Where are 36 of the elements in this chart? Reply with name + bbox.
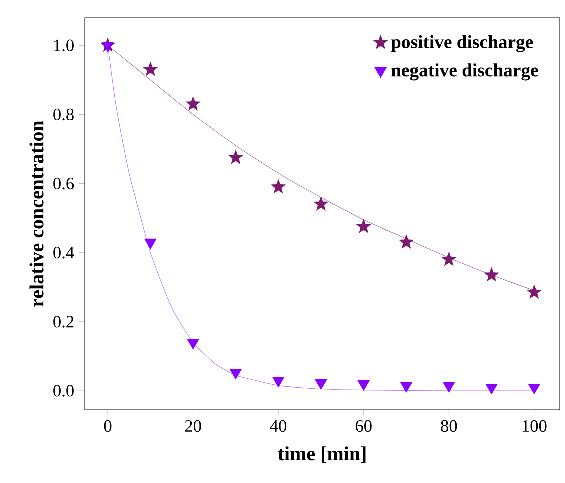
- y-axis-title: relative concentration: [30, 120, 44, 307]
- point: [526, 284, 542, 300]
- legend-label: positive discharge: [391, 35, 534, 52]
- y-tick-label: 0.8: [54, 108, 74, 121]
- y-tick-label: 0.0: [54, 385, 74, 397]
- point: [443, 382, 456, 393]
- legend-label: negative discharge: [392, 64, 538, 81]
- x-tick-label: 20: [185, 420, 202, 432]
- point: [230, 369, 242, 380]
- point: [398, 234, 414, 249]
- point: [358, 380, 370, 392]
- x-axis-title: time [min]: [278, 446, 366, 464]
- point: [442, 252, 457, 266]
- point: [484, 267, 500, 282]
- x-tick-label: 60: [356, 420, 372, 432]
- point: [186, 96, 201, 111]
- point: [187, 339, 200, 350]
- point: [228, 150, 244, 164]
- y-tick-label: 0.4: [54, 246, 74, 259]
- point: [356, 218, 372, 234]
- point: [314, 196, 329, 211]
- y-tick-label: 1.0: [54, 40, 74, 52]
- x-tick-label: 40: [270, 420, 287, 432]
- x-tick-label: 0: [104, 420, 112, 432]
- point: [486, 384, 498, 394]
- point: [528, 384, 540, 394]
- point: [272, 377, 285, 388]
- point: [400, 382, 413, 393]
- x-tick-label: 100: [522, 420, 547, 432]
- x-tick-label: 80: [441, 420, 458, 432]
- point: [270, 179, 286, 194]
- y-tick-label: 0.6: [54, 178, 74, 190]
- point: [143, 62, 158, 76]
- y-tick-label: 0.2: [54, 316, 74, 328]
- point: [315, 379, 328, 390]
- point: [144, 238, 157, 250]
